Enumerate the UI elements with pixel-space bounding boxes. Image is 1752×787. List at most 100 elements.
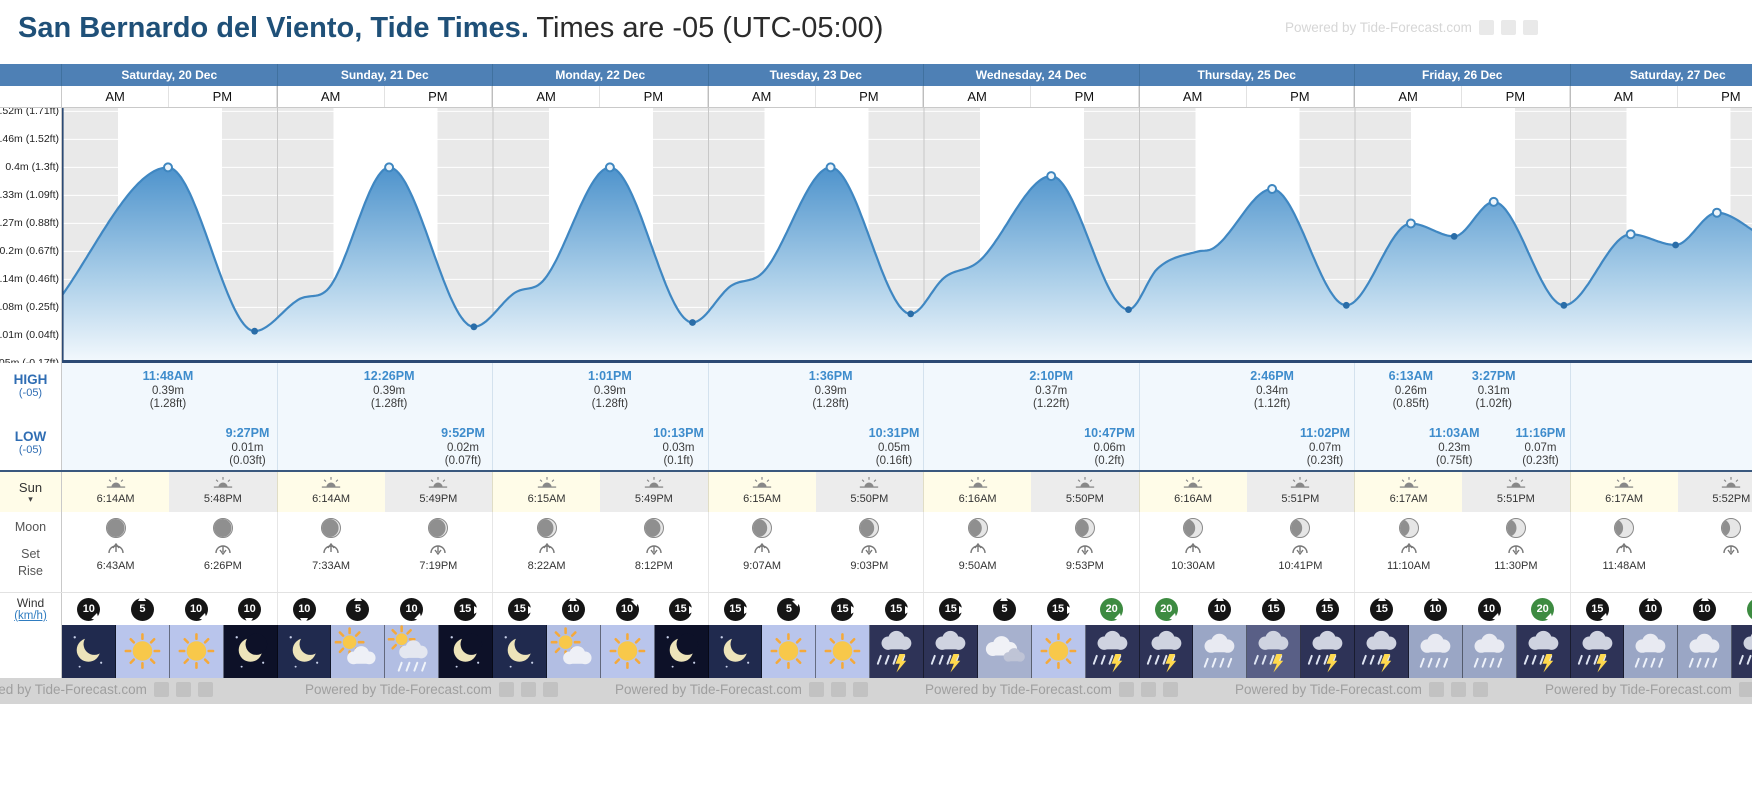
moon-icon (235, 633, 267, 668)
low-tide-entry: 9:27PM 0.01m (0.03ft) (226, 426, 270, 469)
tide-row-day-cell (924, 363, 1140, 420)
weather-tile-storm (1732, 625, 1752, 678)
weather-tile-moon (654, 625, 709, 678)
sunrise-cell: 6:16AM (1140, 472, 1247, 512)
social-icon[interactable] (1472, 682, 1488, 697)
moon-phase-icon (428, 518, 449, 538)
weather-tile-storm (1139, 625, 1194, 678)
wind-direction-arrow (1742, 593, 1752, 625)
sun-icon (124, 633, 161, 669)
powered-by-watermark: Powered by Tide-Forecast.com (0, 682, 213, 697)
day-header-cell: Tuesday, 23 Dec (708, 64, 924, 86)
rain-icon (1419, 633, 1451, 668)
social-icon[interactable] (1500, 20, 1516, 35)
low-tide-entry: 11:02PM 0.07m (0.23ft) (1300, 426, 1350, 469)
watermark-text: Powered by Tide-Forecast.com (1235, 682, 1422, 697)
ampm-axis-cell (0, 86, 62, 107)
social-icon[interactable] (197, 682, 213, 697)
moon-phase-icon (536, 518, 557, 538)
wind-speed: 10 (405, 603, 418, 615)
sunrise-cell: 6:17AM (1571, 472, 1678, 512)
tide-height-m: 0.23m (1438, 441, 1471, 454)
social-icon[interactable] (520, 682, 536, 697)
wind-badge: 15 (1315, 593, 1339, 621)
wind-direction-arrow (1095, 593, 1128, 625)
sun-expand-icon[interactable]: ▾ (28, 494, 33, 504)
social-icon[interactable] (1450, 682, 1466, 697)
wind-direction-arrow (562, 593, 585, 621)
social-icon[interactable] (1738, 682, 1752, 697)
weather-tile-moon (223, 625, 278, 678)
watermark-text: Powered by Tide-Forecast.com (1545, 682, 1732, 697)
social-icon[interactable] (1522, 20, 1538, 35)
pm-label: PM (816, 86, 923, 107)
wind-unit-link[interactable]: (km/h) (14, 610, 47, 622)
sunset-cell: 5:50PM (1031, 472, 1139, 512)
sunrise-icon (751, 476, 773, 493)
moon-phase-icon (1721, 518, 1742, 538)
tide-time: 9:52PM (441, 426, 485, 440)
wind-arrow-head (199, 612, 210, 623)
moon-shadow (1075, 519, 1089, 537)
tide-height-m: 0.39m (593, 384, 626, 397)
social-icon[interactable] (852, 682, 868, 697)
social-icon[interactable] (830, 682, 846, 697)
wind-direction-arrow (346, 593, 369, 621)
sunset-cell: 5:51PM (1246, 472, 1354, 512)
tide-chart-svg (62, 108, 1752, 363)
social-icon[interactable] (1162, 682, 1178, 697)
wind-day-cell: 10 5 10 15 (278, 593, 493, 625)
wind-speed: 15 (729, 603, 742, 615)
social-icon[interactable] (1118, 682, 1134, 697)
social-icon[interactable] (1478, 20, 1494, 35)
social-icon[interactable] (1140, 682, 1156, 697)
social-icon[interactable] (808, 682, 824, 697)
wind-speed: 15 (890, 603, 903, 615)
wind-arrow-head (414, 612, 426, 623)
wind-badge: 15 (1370, 593, 1394, 621)
wind-badge: 10 (77, 597, 103, 623)
tide-height-ft: (1.28ft) (149, 398, 187, 410)
wind-speed: 10 (243, 603, 256, 615)
weather-tile-sun (115, 625, 170, 678)
tide-row-day-cell (1140, 363, 1355, 420)
weather-day-cell (62, 625, 278, 678)
moonset-cell: 9:03PM (816, 512, 923, 592)
social-icon[interactable] (542, 682, 558, 697)
wind-badge: 10 (1639, 593, 1663, 621)
sunrise-icon (536, 476, 558, 493)
wind-direction-arrow (508, 598, 536, 621)
moonrise-arc-icon (1615, 538, 1633, 560)
moon-phase-icon (967, 518, 988, 538)
wind-speed: 15 (836, 603, 849, 615)
ampm-day-cell: AM PM (924, 86, 1140, 107)
am-label: AM (493, 86, 601, 107)
wind-day-cell: 15 10 10 15 (493, 593, 709, 625)
y-axis-label: -0.05m (-0.17ft) (0, 356, 59, 363)
wind-direction-arrow (1262, 593, 1285, 621)
weather-tile-rain (1193, 625, 1248, 678)
storm-icon (1307, 630, 1343, 673)
rain-icon (1635, 633, 1666, 668)
social-icon[interactable] (175, 682, 191, 697)
sun-row: Sun ▾ 6:14AM 5:48PM 6:14AM 5:49PM 6:15AM 5:49… (0, 472, 1752, 512)
social-icon[interactable] (153, 682, 169, 697)
tide-height-ft: (0.1ft) (663, 455, 694, 467)
am-label: AM (62, 86, 170, 107)
social-icon[interactable] (498, 682, 514, 697)
wind-arrow-head (138, 593, 147, 601)
tide-height-ft: (0.23ft) (1306, 455, 1344, 467)
moonrise-arc-icon (538, 538, 556, 560)
wind-day-cell: 10 5 10 10 (62, 593, 278, 625)
powered-by-watermark: Powered by Tide-Forecast.com (615, 682, 868, 697)
tide-height-ft: (1.12ft) (1253, 398, 1291, 410)
watermark-text: Powered by Tide-Forecast.com (305, 682, 492, 697)
wind-day-cell: 15 5 15 15 (709, 593, 924, 625)
wind-arrow-head (1000, 593, 1009, 601)
weather-tile-rain (1678, 625, 1733, 678)
tide-row-day-cell (1355, 363, 1571, 420)
low-tide-entry: 11:03AM 0.23m (0.75ft) (1429, 426, 1480, 469)
social-icon[interactable] (1428, 682, 1444, 697)
powered-by-watermark: Powered by Tide-Forecast.com (1235, 682, 1488, 697)
wind-badge: 15 (884, 597, 912, 621)
